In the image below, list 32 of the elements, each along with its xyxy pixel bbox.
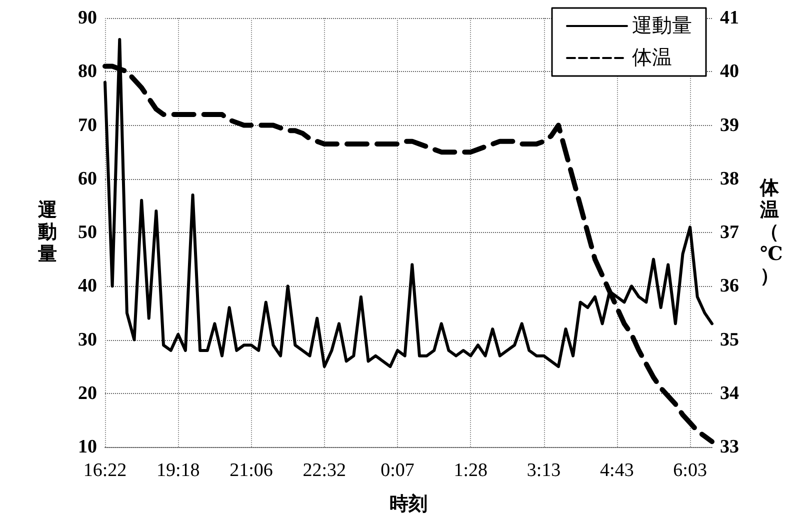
legend-label: 体温: [632, 47, 672, 69]
y2-tick-label: 35: [720, 329, 739, 350]
y2-tick-label: 33: [720, 436, 739, 458]
y-tick-label: 50: [78, 222, 97, 243]
x-tick-label: 16:22: [83, 460, 127, 481]
y-tick-label: 10: [78, 436, 97, 458]
y2-axis-title: 体温（℃）: [759, 178, 783, 287]
legend-label: 運動量: [632, 15, 692, 37]
y-tick-label: 40: [78, 276, 97, 297]
y2-tick-label: 40: [720, 61, 739, 82]
y-tick-label: 80: [78, 61, 97, 82]
y-tick-label: 20: [78, 382, 97, 404]
y-tick-label: 60: [78, 168, 97, 190]
y2-tick-label: 41: [720, 8, 739, 28]
x-tick-label: 19:18: [156, 460, 200, 481]
x-tick-label: 4:43: [600, 460, 634, 481]
x-tick-label: 21:06: [230, 460, 273, 481]
y-axis-title: 運動量: [37, 200, 57, 265]
x-tick-label: 0:07: [380, 460, 414, 481]
y-tick-label: 70: [78, 114, 97, 136]
x-axis-title: 時刻: [390, 493, 428, 515]
y2-tick-label: 36: [720, 276, 739, 297]
y2-tick-label: 39: [720, 114, 739, 136]
y-tick-label: 90: [78, 8, 97, 28]
y-tick-label: 30: [78, 329, 97, 350]
y2-tick-label: 37: [720, 222, 740, 243]
y2-tick-label: 38: [720, 168, 739, 190]
x-tick-label: 6:03: [673, 460, 707, 481]
x-tick-label: 22:32: [302, 460, 346, 481]
x-tick-label: 1:28: [454, 460, 488, 481]
y2-tick-label: 34: [720, 382, 740, 404]
x-tick-label: 3:13: [526, 460, 561, 481]
